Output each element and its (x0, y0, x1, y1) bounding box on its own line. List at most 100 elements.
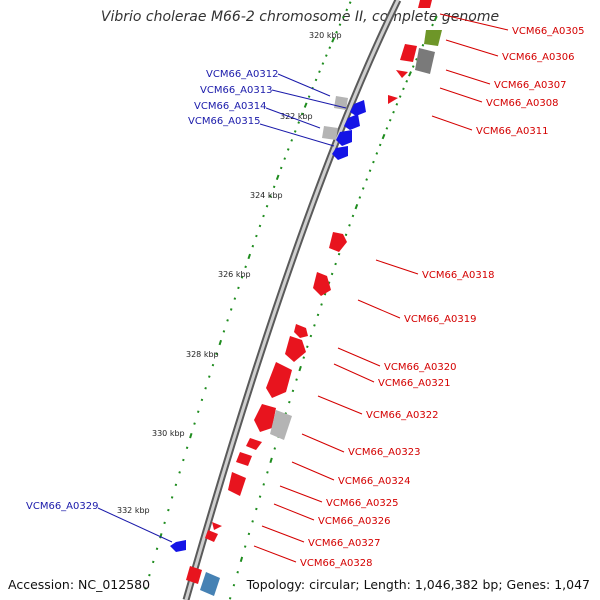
tick-dot (395, 103, 399, 106)
gene-label[interactable]: VCM66_A0321 (378, 378, 450, 389)
gene-label[interactable]: VCM66_A0326 (318, 516, 390, 527)
tick-dot (402, 87, 405, 91)
gene-label[interactable]: VCM66_A0308 (486, 98, 558, 109)
tick-dot (182, 458, 185, 462)
tick-dot (275, 174, 280, 181)
tick-dot (272, 185, 276, 189)
tick-dot (151, 560, 155, 564)
tick-dot (193, 422, 196, 425)
gene-label[interactable]: VCM66_A0329 (26, 501, 98, 512)
tick-dot (372, 160, 375, 164)
gene-arrow[interactable] (285, 336, 306, 362)
gene-arrow[interactable] (388, 95, 398, 104)
gene-arrow[interactable] (228, 472, 246, 496)
tick-dot (378, 143, 382, 147)
left-labels: VCM66_A0312 VCM66_A0313 VCM66_A0314 VCM6… (26, 69, 347, 543)
tick-dot (298, 365, 302, 372)
map-title: Vibrio cholerae M66-2 chromosome II, com… (100, 9, 500, 25)
gene-label[interactable]: VCM66_A0327 (308, 538, 380, 549)
tick-dot (338, 23, 342, 27)
tick-dot (258, 495, 262, 498)
gene-arrow[interactable] (322, 126, 338, 140)
accession-text: Accession: NC_012580 (8, 577, 151, 592)
gene-arrow[interactable] (270, 410, 292, 440)
gene-label[interactable]: VCM66_A0324 (338, 476, 410, 487)
tick-dot (342, 15, 345, 19)
tick-dot (421, 43, 425, 47)
gene-label[interactable]: VCM66_A0319 (404, 314, 476, 325)
gene-label[interactable]: VCM66_A0322 (366, 410, 438, 421)
tick-dot (167, 508, 170, 512)
tick-dot (244, 265, 247, 269)
gene-arrow[interactable] (334, 96, 348, 110)
gene-label[interactable]: VCM66_A0325 (326, 498, 398, 509)
tick-dot (306, 345, 309, 349)
tick-dot (273, 447, 277, 450)
tick-dot (226, 319, 229, 322)
tick-dot (155, 547, 159, 551)
tick-dot (354, 203, 359, 210)
tick-label: 326 kbp (218, 270, 251, 279)
gene-label[interactable]: VCM66_A0307 (494, 80, 566, 91)
tick-dot (348, 224, 351, 227)
tick-dot (251, 244, 255, 248)
tick-dot (218, 339, 223, 346)
tick-dot (295, 378, 298, 381)
gene-label[interactable]: VCM66_A0315 (188, 116, 260, 127)
tick-dot (200, 398, 204, 402)
gene-arrow[interactable] (424, 30, 442, 46)
gene-arrow[interactable] (186, 566, 202, 584)
gene-arrow[interactable] (294, 324, 308, 338)
tick-dot (345, 8, 349, 12)
gene-label[interactable]: VCM66_A0311 (476, 126, 548, 137)
tick-dot (247, 253, 252, 260)
tick-label: 328 kbp (186, 350, 219, 359)
tick-marks (144, 1, 438, 600)
gene-label[interactable]: VCM66_A0320 (384, 362, 456, 373)
gene-arrow[interactable] (200, 572, 220, 596)
gene-arrow[interactable] (246, 438, 262, 450)
tick-label: 320 kbp (309, 31, 342, 40)
right-labels: VCM66_A0305 VCM66_A0306 VCM66_A0307 VCM6… (253, 13, 584, 569)
gene-label[interactable]: VCM66_A0312 (206, 69, 278, 80)
gene-label[interactable]: VCM66_A0313 (200, 85, 272, 96)
tick-dot (309, 334, 313, 338)
tick-dot (314, 78, 318, 82)
gene-label[interactable]: VCM66_A0314 (194, 101, 266, 112)
tick-dot (300, 112, 304, 116)
gene-arrow[interactable] (400, 44, 417, 62)
tick-dot (258, 224, 262, 228)
gene-label[interactable]: VCM66_A0305 (512, 26, 584, 37)
gene-label[interactable]: VCM66_A0323 (348, 447, 420, 458)
gene-arrow[interactable] (396, 70, 408, 78)
gene-arrow[interactable] (418, 0, 432, 8)
tick-label: 332 kbp (117, 506, 150, 515)
gene-arrow[interactable] (415, 48, 435, 74)
tick-dot (208, 375, 211, 378)
gene-arrow[interactable] (212, 522, 222, 530)
tick-dot (431, 23, 434, 27)
gene-arrow[interactable] (236, 452, 252, 466)
gene-arrow[interactable] (313, 272, 331, 296)
gene-arrow[interactable] (329, 232, 347, 252)
tick-dot (411, 65, 415, 68)
tick-dot (381, 133, 386, 140)
tick-dot (189, 432, 193, 439)
gene-arrow[interactable] (332, 146, 348, 160)
tick-dot (302, 356, 306, 359)
gene-arrow[interactable] (205, 530, 218, 542)
tick-dot (222, 330, 226, 333)
gene-arrow[interactable] (170, 540, 186, 552)
tick-dot (228, 597, 232, 600)
tick-dot (323, 292, 327, 296)
gene-label[interactable]: VCM66_A0318 (422, 270, 494, 281)
gene-label[interactable]: VCM66_A0328 (300, 558, 372, 569)
tick-dot (262, 483, 265, 486)
gene-arrow[interactable] (336, 130, 352, 146)
gene-arrow[interactable] (344, 114, 360, 130)
gene-arrow[interactable] (254, 404, 276, 432)
gene-arrow[interactable] (266, 362, 292, 398)
tick-dot (170, 496, 174, 499)
gene-label[interactable]: VCM66_A0306 (502, 52, 574, 63)
gene-arrow[interactable] (350, 100, 366, 116)
